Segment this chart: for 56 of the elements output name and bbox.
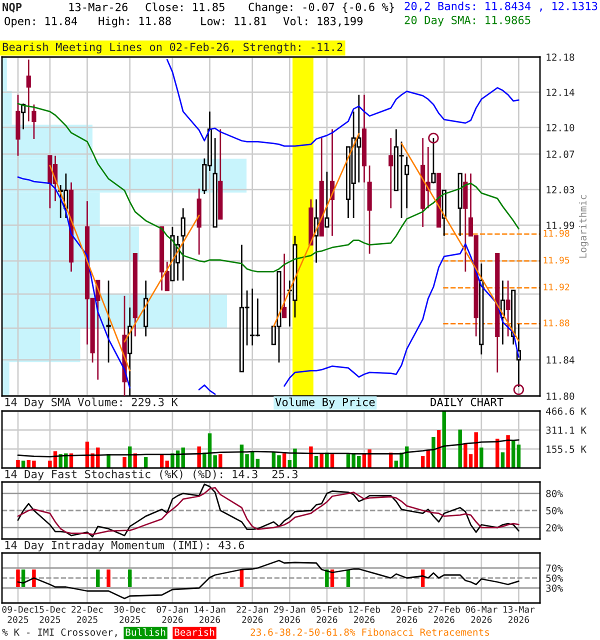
ref-line-label: 11.92 — [544, 284, 570, 290]
y-tick-label: 12.07 — [546, 150, 574, 158]
y-tick-label: 311.1 K — [546, 426, 586, 434]
y-tick-label: 12.03 — [546, 186, 574, 194]
x-tick-label: 06-Mar 2026 — [466, 606, 498, 623]
text: 20 Day SMA: 11.9865 — [404, 16, 530, 26]
x-tick-label: 27-Feb 2026 — [428, 606, 460, 623]
x-tick-label: 13-Mar 2026 — [503, 606, 535, 623]
x-tick-label: 12-Feb 2026 — [349, 606, 380, 623]
text: Open: 11.84 — [4, 16, 78, 28]
text: Low: 11.81 — [201, 16, 266, 26]
text: Change: -0.07 {-0.6 %} — [248, 2, 394, 14]
chart-title: NQP — [2, 2, 22, 13]
y-tick-label: 50% — [546, 507, 563, 514]
text: DAILY CHART — [430, 398, 504, 406]
chart-title: 14 Day SMA Volume: 229.3 K — [5, 398, 178, 408]
y-tick-label: 11.80 — [546, 392, 574, 400]
y-tick-label: 12.14 — [546, 88, 574, 96]
legend-title: % K - IMI Crossover, — [2, 628, 117, 638]
y-tick-label: 466.6 K — [546, 408, 586, 415]
chart-title: 14 Day Fast Stochastic (%K) (%D): 14.3 25.3 — [5, 470, 298, 480]
y-tick-label: 20% — [546, 524, 563, 532]
text: Vol: 183,199 — [283, 16, 363, 27]
chart-title: 14 Day Intraday Momentum (IMI): 43.6 — [5, 540, 244, 552]
x-tick-label: 22-Jan 2026 — [236, 606, 268, 623]
text: Bearish — [174, 628, 214, 636]
text: 23.6-38.2-50-61.8% Fibonacci Retracements — [250, 628, 490, 636]
y-tick-label: 11.99 — [546, 222, 574, 230]
ref-line-label: 11.88 — [544, 320, 570, 326]
text: 20,2 Bands: 11.8434 , 12.1313 — [404, 2, 598, 12]
x-tick-label: 30-Dec 2025 — [114, 606, 146, 623]
y-axis-title: Logarithmic — [578, 195, 588, 258]
chart-subtitle: Bearish Meeting Lines on 02-Feb-26, Strength: -11.2 — [2, 42, 342, 54]
y-tick-label: 155.5 K — [546, 446, 586, 453]
y-tick-label: 12.18 — [546, 54, 574, 61]
x-tick-label: 15-Dec 2025 — [34, 606, 66, 623]
x-tick-label: 29-Jan 2026 — [274, 606, 306, 623]
x-tick-label: 14-Jan 2026 — [194, 606, 226, 623]
y-tick-label: 50% — [546, 574, 563, 582]
x-tick-label: 22-Dec 2025 — [72, 606, 103, 623]
text: High: 11.88 — [98, 16, 171, 28]
x-tick-label: 05-Feb 2026 — [311, 606, 343, 623]
ref-line-label: 11.98 — [544, 230, 570, 237]
y-tick-label: 11.84 — [546, 356, 574, 364]
x-tick-label: 20-Feb 2026 — [391, 606, 423, 623]
y-tick-label: 80% — [546, 490, 563, 498]
y-tick-label: 70% — [546, 564, 563, 572]
x-tick-label: 09-Dec 2025 — [2, 606, 34, 623]
y-tick-label: 30% — [546, 584, 563, 592]
text: Volume By Price — [275, 398, 375, 408]
x-tick-label: 07-Jan 2026 — [156, 606, 188, 623]
ref-line-label: 11.95 — [544, 256, 570, 264]
text: Bullish — [126, 628, 166, 636]
text: Close: 11.85 — [146, 2, 224, 12]
y-tick-label: 12.10 — [546, 124, 574, 132]
text: 13-Mar-26 — [69, 2, 128, 12]
